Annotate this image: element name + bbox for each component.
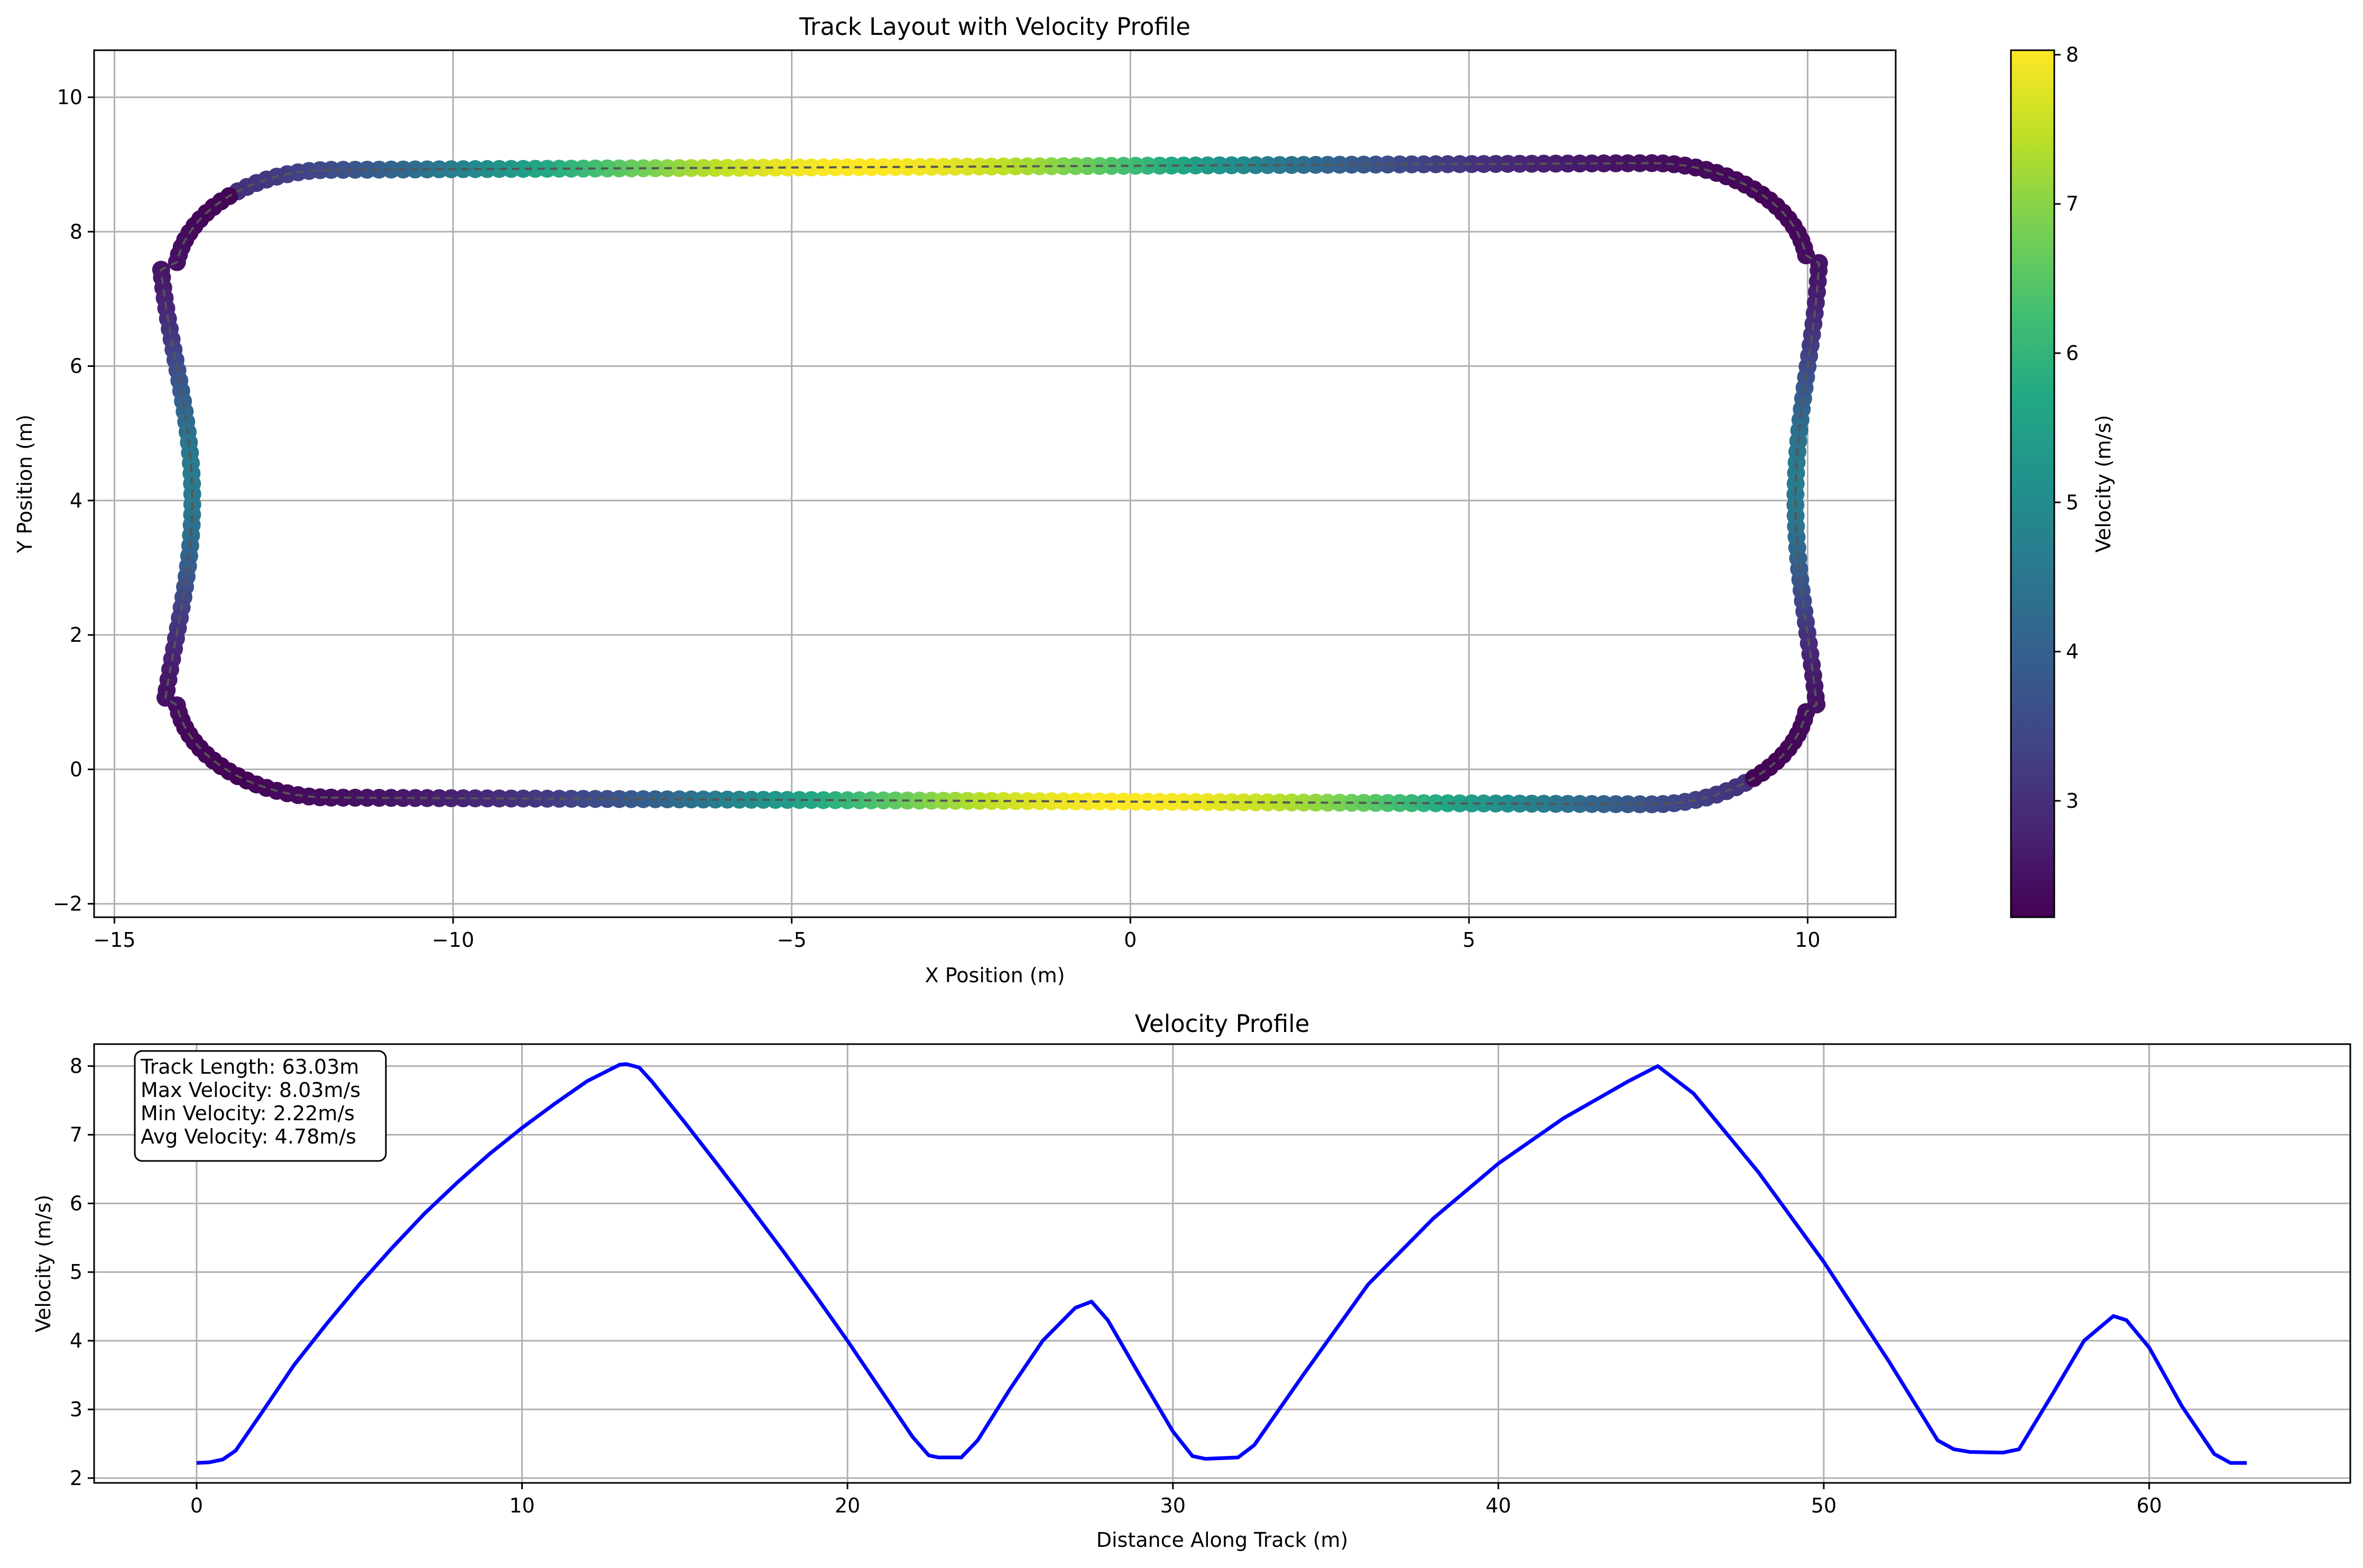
velocity-y-tick-label: 5 [70,1260,82,1284]
track-x-tick-label: 5 [1463,928,1475,952]
velocity-y-tick-label: 4 [70,1329,82,1352]
colorbar-ticks: 3 4 5 6 7 8 [2054,43,2079,813]
velocity-x-tick-label: 10 [509,1494,534,1517]
velocity-plot-frame [93,1043,2351,1484]
track-y-tick-label: −2 [53,892,82,916]
colorbar-label: Velocity (m/s) [2092,415,2115,552]
track-y-grid [94,96,1896,905]
velocity-series-line [196,1062,2247,1465]
track-x-grid [113,50,1808,917]
track-x-tick-label: −5 [777,928,807,952]
track-x-tick-label: −10 [432,928,474,952]
track-points [152,154,1828,814]
colorbar-tick-label: 5 [2066,491,2079,514]
colorbar-gradient [2010,49,2055,918]
track-x-ticks: −15 −10 −5 0 5 10 [93,917,1821,952]
velocity-y-tick-label: 3 [70,1398,82,1421]
track-plot-title: Track Layout with Velocity Profile [799,13,1190,41]
velocity-y-grid [94,1065,2350,1479]
track-x-axis-label: X Position (m) [925,964,1065,987]
stat-max-velocity: Max Velocity: 8.03m/s [141,1078,361,1102]
track-y-ticks: −2 0 2 4 6 8 10 [53,86,94,916]
velocity-y-ticks: 2 3 4 5 6 7 8 [70,1055,94,1490]
colorbar-tick-label: 6 [2066,342,2079,365]
track-y-tick-label: 10 [57,86,82,109]
velocity-y-tick-label: 7 [70,1123,82,1146]
velocity-x-tick-label: 60 [2136,1494,2162,1517]
velocity-x-tick-label: 20 [835,1494,860,1517]
stat-avg-velocity: Avg Velocity: 4.78m/s [141,1125,356,1148]
velocity-plot-title: Velocity Profile [1135,1010,1310,1038]
track-plot-frame [93,49,1897,918]
stat-min-velocity: Min Velocity: 2.22m/s [141,1102,355,1125]
colorbar-tick-label: 4 [2066,640,2079,663]
velocity-y-tick-label: 6 [70,1192,82,1215]
track-y-tick-label: 6 [70,355,82,378]
velocity-colorbar: 3 4 5 6 7 8 Velocity (m/s) [2010,43,2115,918]
velocity-x-ticks: 0 10 20 30 40 50 60 [190,1483,2162,1517]
stats-annotation-box: Track Length: 63.03m Max Velocity: 8.03m… [134,1050,387,1162]
colorbar-tick-label: 7 [2066,192,2079,216]
velocity-x-tick-label: 50 [1811,1494,1836,1517]
track-y-axis-label: Y Position (m) [13,414,36,554]
track-layout-plot: Track Layout with Velocity Profile −15 −1… [13,13,1897,987]
track-x-tick-label: 10 [1795,928,1820,952]
track-y-tick-label: 2 [70,623,82,647]
velocity-x-tick-label: 40 [1485,1494,1511,1517]
velocity-x-axis-label: Distance Along Track (m) [1096,1528,1349,1552]
track-x-tick-label: −15 [93,928,135,952]
velocity-y-tick-label: 8 [70,1055,82,1078]
velocity-profile-plot: Velocity Profile 0 10 20 30 40 50 60 2 3 4 5 6 7 8 D… [32,1010,2351,1552]
track-y-tick-label: 0 [70,758,82,781]
track-x-tick-label: 0 [1124,928,1137,952]
velocity-y-axis-label: Velocity (m/s) [32,1195,55,1332]
track-point [311,788,329,807]
colorbar-tick-label: 8 [2066,43,2079,66]
velocity-y-tick-label: 2 [70,1466,82,1490]
stats-box-frame [134,1050,387,1162]
track-y-tick-label: 4 [70,489,82,512]
stat-track-length: Track Length: 63.03m [140,1055,359,1078]
velocity-x-grid [196,1044,2150,1483]
velocity-x-tick-label: 0 [190,1494,203,1517]
colorbar-tick-label: 3 [2066,789,2079,813]
track-y-tick-label: 8 [70,220,82,243]
track-centerline [160,162,1821,806]
velocity-x-tick-label: 30 [1160,1494,1186,1517]
